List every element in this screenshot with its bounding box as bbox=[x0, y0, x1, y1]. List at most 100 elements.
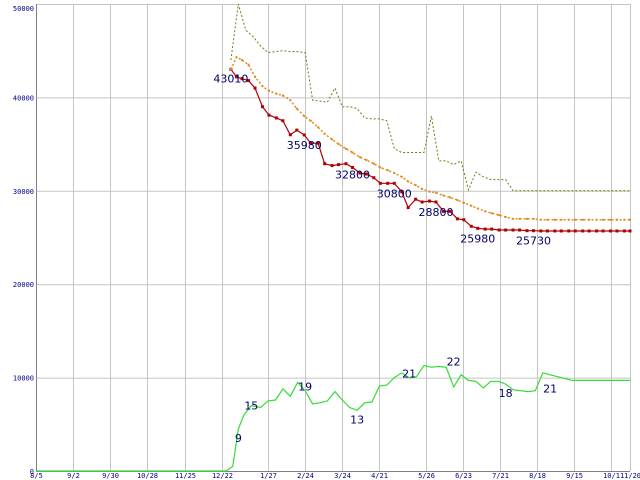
y-tick-label: 50000 bbox=[13, 5, 34, 13]
volume-series-line bbox=[36, 364, 630, 472]
price-point bbox=[234, 75, 238, 79]
data-label: 21 bbox=[543, 383, 557, 396]
x-tick-label: 10/1 bbox=[603, 472, 620, 480]
average-point bbox=[337, 143, 340, 146]
price-point bbox=[358, 171, 362, 175]
price-point bbox=[525, 229, 529, 233]
price-point bbox=[462, 218, 466, 222]
x-tick-label: 9/15 bbox=[566, 472, 583, 480]
average-point bbox=[281, 94, 284, 97]
average-point bbox=[602, 218, 605, 221]
price-point bbox=[609, 229, 613, 233]
average-point bbox=[317, 126, 320, 129]
average-point bbox=[393, 172, 396, 175]
price-point bbox=[267, 113, 271, 117]
average-point bbox=[553, 218, 556, 221]
x-tick-label: 5/26 bbox=[418, 472, 435, 480]
x-tick-labels: 8/5 9/2 9/30 10/28 11/25 12/22 1/27 2/24 3/24 4/2… bbox=[30, 472, 640, 480]
average-point bbox=[546, 218, 549, 221]
data-label: 43010 bbox=[213, 72, 248, 85]
average-point bbox=[435, 191, 438, 194]
x-tick-label: 12/22 bbox=[212, 472, 233, 480]
data-label: 19 bbox=[298, 381, 312, 394]
price-point bbox=[615, 229, 619, 233]
data-label: 9 bbox=[235, 432, 242, 445]
data-label: 32800 bbox=[335, 169, 370, 182]
average-point bbox=[414, 184, 417, 187]
x-tick-label: 11/20 bbox=[620, 472, 640, 480]
y-tick-label: 40000 bbox=[13, 94, 34, 102]
x-tick-label: 2/24 bbox=[297, 472, 314, 480]
average-point bbox=[629, 218, 631, 221]
price-point bbox=[400, 190, 404, 194]
average-point bbox=[498, 214, 501, 217]
price-point bbox=[587, 229, 591, 233]
price-point bbox=[240, 77, 244, 81]
price-point bbox=[581, 229, 585, 233]
price-point bbox=[386, 181, 390, 185]
price-point bbox=[455, 217, 459, 221]
average-point bbox=[358, 156, 361, 159]
price-point bbox=[573, 229, 577, 233]
average-point bbox=[567, 218, 570, 221]
grid bbox=[36, 4, 631, 471]
average-point bbox=[470, 204, 473, 207]
data-label: 35980 bbox=[287, 139, 322, 152]
price-point bbox=[406, 206, 410, 210]
average-point bbox=[379, 166, 382, 169]
price-point bbox=[545, 229, 549, 233]
average-point bbox=[331, 138, 334, 141]
x-tick-label: 11/25 bbox=[175, 472, 196, 480]
average-point bbox=[407, 180, 410, 183]
price-point bbox=[378, 181, 382, 185]
average-point bbox=[247, 63, 250, 66]
data-label: 22 bbox=[447, 355, 461, 368]
y-tick-labels: 0 10000 20000 30000 40000 50000 bbox=[13, 5, 34, 476]
average-point bbox=[323, 132, 326, 135]
y-tick-label: 20000 bbox=[13, 281, 34, 289]
average-point bbox=[609, 218, 612, 221]
y-tick-label: 30000 bbox=[13, 188, 34, 196]
average-point bbox=[484, 210, 487, 213]
price-point bbox=[414, 197, 418, 201]
average-point bbox=[235, 56, 238, 59]
price-point bbox=[260, 105, 264, 109]
average-point bbox=[581, 218, 584, 221]
price-point bbox=[601, 229, 605, 233]
average-point bbox=[456, 199, 459, 202]
data-label: 30800 bbox=[377, 187, 412, 200]
price-point bbox=[420, 200, 424, 204]
price-point bbox=[559, 229, 563, 233]
data-label: 25730 bbox=[516, 235, 551, 248]
price-point bbox=[330, 164, 334, 168]
average-point bbox=[428, 190, 431, 193]
data-label: 13 bbox=[350, 413, 364, 426]
y-tick-label: 10000 bbox=[13, 375, 34, 383]
x-tick-label: 10/28 bbox=[137, 472, 158, 480]
price-point bbox=[567, 229, 571, 233]
average-point bbox=[229, 68, 232, 71]
price-point bbox=[302, 133, 306, 137]
average-point bbox=[400, 175, 403, 178]
average-point bbox=[372, 162, 375, 165]
x-tick-label: 8/18 bbox=[529, 472, 546, 480]
price-point bbox=[344, 162, 348, 166]
x-tick-label: 6/23 bbox=[455, 472, 472, 480]
price-point bbox=[553, 229, 557, 233]
average-point bbox=[623, 218, 626, 221]
average-point bbox=[275, 92, 278, 95]
price-point bbox=[372, 176, 376, 180]
data-label: 28800 bbox=[419, 206, 454, 219]
price-point bbox=[628, 229, 632, 233]
price-point bbox=[469, 224, 473, 228]
price-point bbox=[323, 162, 327, 166]
x-tick-label: 3/24 bbox=[334, 472, 351, 480]
upper-series-line bbox=[230, 3, 630, 192]
average-point bbox=[289, 99, 292, 102]
average-point bbox=[309, 119, 312, 122]
average-point bbox=[560, 218, 563, 221]
price-point bbox=[392, 181, 396, 185]
price-point bbox=[295, 128, 299, 132]
price-point bbox=[441, 209, 445, 213]
